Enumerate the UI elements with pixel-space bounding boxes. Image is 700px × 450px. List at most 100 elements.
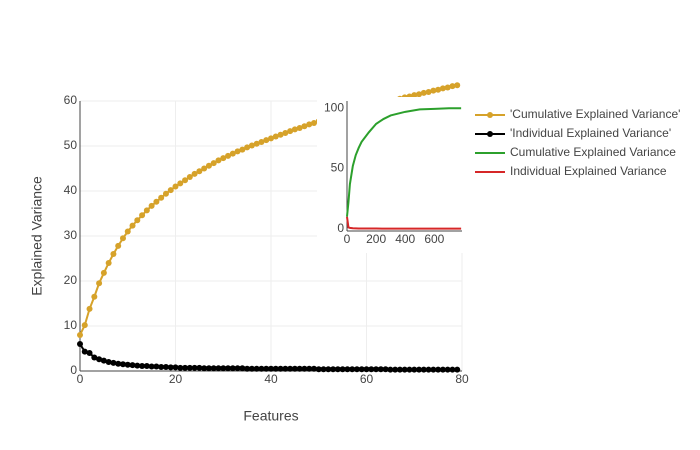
data-point — [191, 364, 198, 371]
data-point — [454, 366, 461, 373]
data-point — [248, 142, 255, 149]
data-point — [377, 366, 384, 373]
data-point — [100, 357, 107, 364]
y-tick-label: 10 — [64, 318, 78, 332]
data-point — [139, 212, 146, 219]
data-point — [268, 365, 274, 372]
data-point — [396, 366, 403, 373]
data-point — [229, 150, 236, 157]
y-tick-label: 0 — [70, 363, 77, 377]
legend-label: 'Cumulative Explained Variance' — [510, 107, 680, 121]
data-point — [229, 365, 236, 372]
data-point — [449, 83, 456, 90]
data-point — [143, 363, 150, 370]
data-point — [272, 133, 279, 140]
data-point — [81, 322, 88, 329]
data-point — [196, 168, 203, 175]
data-point — [339, 366, 346, 373]
data-point — [306, 365, 313, 372]
series-line — [346, 216, 462, 230]
data-point — [91, 293, 98, 300]
data-point — [287, 128, 294, 135]
data-point — [153, 363, 160, 370]
data-point — [253, 365, 260, 372]
data-point — [182, 364, 189, 371]
x-tick-label: 60 — [360, 372, 374, 386]
data-point — [186, 364, 193, 371]
data-point — [401, 366, 408, 373]
data-point — [349, 366, 356, 373]
data-point — [425, 366, 432, 373]
data-point — [287, 365, 294, 372]
data-point — [411, 92, 418, 99]
data-point — [435, 86, 442, 93]
data-point — [196, 364, 203, 371]
data-point — [382, 366, 389, 373]
data-point — [134, 362, 141, 369]
data-point — [201, 165, 208, 172]
data-point — [210, 365, 217, 372]
data-point — [416, 366, 423, 373]
data-point — [86, 305, 93, 312]
x-tick-label: 600 — [424, 232, 444, 246]
data-point — [115, 242, 122, 249]
y-axis-label: Explained Variance — [29, 176, 45, 296]
data-point — [172, 364, 179, 371]
data-point — [406, 366, 413, 373]
inset-background — [317, 97, 466, 253]
x-tick-label: 40 — [264, 372, 278, 386]
x-tick-label: 200 — [366, 232, 386, 246]
legend-marker — [487, 112, 493, 118]
data-point — [86, 350, 93, 356]
data-point — [272, 365, 279, 372]
data-point — [411, 366, 418, 373]
data-point — [454, 82, 461, 89]
data-point — [143, 207, 150, 214]
data-point — [373, 366, 380, 373]
data-point — [244, 365, 251, 372]
data-point — [416, 91, 423, 98]
y-tick-label: 50 — [64, 138, 78, 152]
data-point — [358, 366, 365, 373]
data-point — [439, 85, 446, 92]
data-point — [263, 365, 270, 372]
data-point — [215, 157, 222, 164]
data-point — [239, 365, 246, 372]
data-point — [177, 364, 184, 371]
data-point — [244, 144, 251, 151]
data-point — [110, 251, 117, 257]
data-point — [444, 84, 451, 91]
data-point — [234, 148, 241, 155]
data-point — [119, 361, 126, 368]
x-tick-label: 80 — [455, 372, 469, 386]
x-tick-label: 0 — [77, 372, 84, 386]
data-point — [392, 366, 399, 373]
data-point — [425, 89, 432, 95]
y-tick-label: 60 — [64, 93, 78, 107]
data-point — [435, 366, 442, 373]
data-point — [320, 366, 327, 373]
data-point — [100, 269, 107, 276]
legend-label: 'Individual Explained Variance' — [510, 126, 671, 140]
data-point — [253, 140, 260, 147]
data-point — [77, 341, 83, 347]
data-point — [172, 183, 179, 190]
data-point — [248, 365, 255, 372]
data-point — [167, 364, 174, 371]
y-tick-label: 40 — [64, 183, 78, 197]
data-point — [205, 365, 212, 372]
data-point — [282, 129, 289, 136]
data-point — [344, 366, 351, 373]
data-point — [81, 348, 88, 355]
legend-label: Individual Explained Variance — [510, 164, 667, 178]
x-tick-label: 20 — [169, 372, 183, 386]
x-tick-label: 400 — [395, 232, 415, 246]
data-point — [158, 363, 165, 370]
data-point — [430, 366, 437, 373]
data-point — [210, 160, 217, 167]
data-point — [91, 354, 98, 361]
data-point — [110, 359, 117, 366]
data-point — [334, 366, 341, 373]
data-point — [315, 366, 322, 373]
